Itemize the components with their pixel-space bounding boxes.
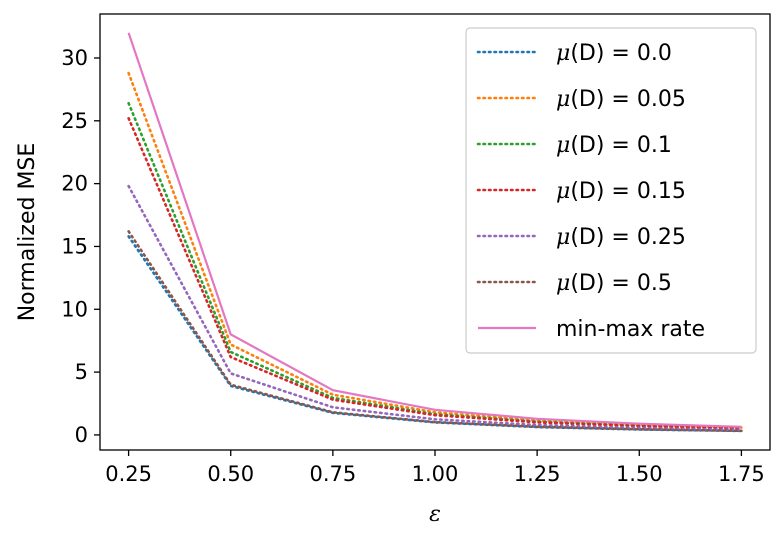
y-tick-label: 30	[61, 46, 88, 70]
legend-label-0: μ(D) = 0.0	[556, 41, 672, 66]
y-tick-label: 25	[61, 109, 88, 133]
x-tick-label: 1.75	[718, 462, 765, 486]
series-layer	[127, 32, 743, 433]
y-tick-label: 15	[61, 234, 88, 258]
series-line-4	[127, 184, 743, 432]
x-tick-label: 0.50	[207, 462, 254, 486]
x-tick-label: 1.00	[412, 462, 459, 486]
y-tick-label: 20	[61, 172, 88, 196]
y-axis-label: Normalized MSE	[15, 143, 40, 322]
legend-label-2: μ(D) = 0.1	[556, 133, 672, 158]
legend-label-5: μ(D) = 0.5	[556, 271, 672, 296]
x-tick-label: 1.25	[514, 462, 561, 486]
series-line-6	[127, 32, 742, 428]
y-tick-label: 5	[75, 360, 88, 384]
x-tick-label: 0.25	[105, 462, 152, 486]
x-tick-label: 1.50	[616, 462, 663, 486]
legend-box	[465, 27, 757, 354]
axes-layer: 0.25 0.50 0.75 1.00 1.25 1.50 1.75 0 5 10 15 20 25 30	[61, 13, 771, 486]
legend-label-3: μ(D) = 0.15	[556, 179, 686, 204]
x-axis-label: ε	[429, 502, 441, 527]
series-line-5	[127, 230, 743, 433]
legend: μ(D) = 0.0 μ(D) = 0.05 μ(D) = 0.1 μ(D) = 0.…	[465, 27, 757, 354]
x-tick-label: 0.75	[309, 462, 356, 486]
legend-label-6: min-max rate	[556, 317, 705, 342]
y-tick-label: 0	[75, 423, 88, 447]
legend-label-1: μ(D) = 0.05	[556, 87, 686, 112]
series-line-3	[127, 117, 743, 430]
y-tick-label: 10	[61, 297, 88, 321]
legend-label-4: μ(D) = 0.25	[556, 225, 686, 250]
